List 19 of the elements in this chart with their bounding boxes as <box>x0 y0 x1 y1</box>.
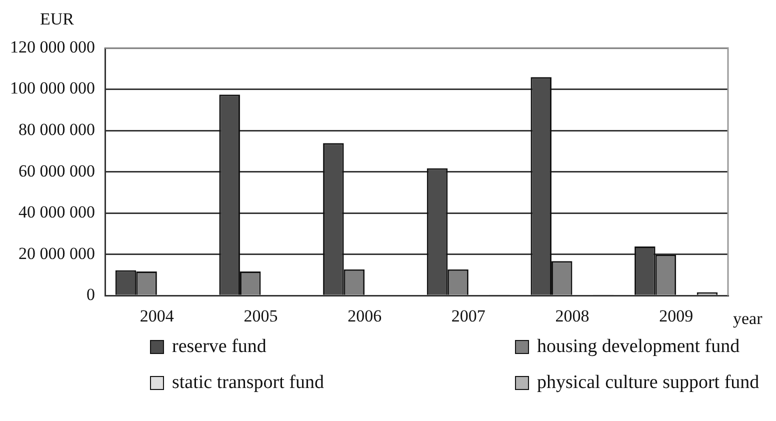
x-tick-label: 2008 <box>555 306 590 326</box>
y-tick-label: 20 000 000 <box>18 244 95 263</box>
legend-label: static transport fund <box>172 372 324 394</box>
legend-label: physical culture support fund <box>537 372 760 394</box>
x-tick-label: 2009 <box>659 306 694 326</box>
y-tick-label: 60 000 000 <box>18 161 95 180</box>
y-tick-label: 100 000 000 <box>10 78 95 98</box>
x-axis-title: year <box>733 309 763 328</box>
x-tick-label: 2005 <box>244 306 278 326</box>
legend-label: reserve fund <box>172 336 266 358</box>
y-tick-label: 120 000 000 <box>10 37 95 56</box>
legend-label: housing development fund <box>537 336 740 358</box>
y-tick-label: 0 <box>86 285 95 304</box>
y-tick-label: 80 000 000 <box>18 120 95 139</box>
x-tick-label: 2006 <box>348 306 382 326</box>
x-tick-label: 2007 <box>451 306 486 326</box>
y-tick-label: 40 000 000 <box>18 202 95 222</box>
x-tick-label: 2004 <box>140 306 174 326</box>
y-axis-title: EUR <box>40 9 75 28</box>
